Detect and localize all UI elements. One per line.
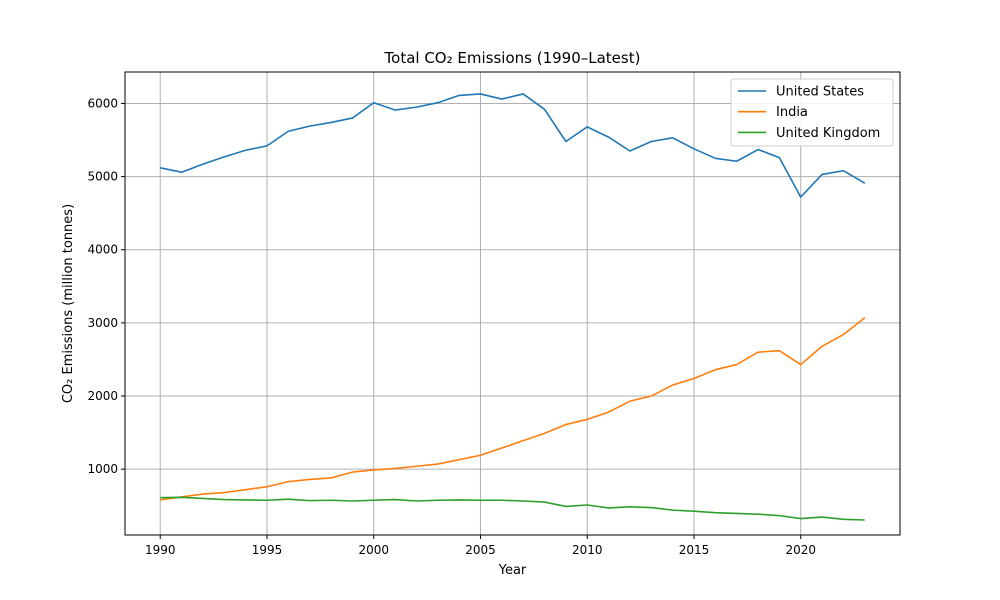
series-lines: [160, 93, 866, 521]
x-tick-label: 1995: [252, 543, 283, 557]
y-tick-label: 2000: [87, 389, 118, 403]
x-axis-label: Year: [498, 563, 527, 578]
x-tick-label: 2010: [572, 543, 603, 557]
y-axis-label: CO₂ Emissions (million tonnes): [61, 204, 76, 403]
x-tick-label: 2000: [358, 543, 389, 557]
legend-label-india: India: [776, 105, 808, 120]
legend-box: [730, 78, 894, 147]
series-line-india: [160, 317, 866, 501]
series-line-united-states: [160, 93, 866, 198]
axis-ticks: 1990 1995 2000 2005 2010 2015 2020 1000 2000 3000…: [87, 96, 816, 557]
x-tick-label: 2020: [785, 543, 816, 557]
legend: United States India United Kingdom: [730, 78, 894, 147]
x-tick-label: 2015: [679, 543, 710, 557]
x-tick-label: 2005: [465, 543, 496, 557]
y-tick-label: 3000: [87, 316, 118, 330]
legend-label-united-states: United States: [776, 85, 864, 100]
plot-frame: [124, 71, 901, 536]
y-tick-label: 1000: [87, 462, 118, 476]
legend-label-united-kingdom: United Kingdom: [776, 126, 880, 141]
y-tick-label: 6000: [87, 96, 118, 110]
y-tick-label: 5000: [87, 170, 118, 184]
legend-entries: United States India United Kingdom: [738, 85, 880, 141]
x-tick-label: 1990: [145, 543, 176, 557]
chart-title: Total CO₂ Emissions (1990–Latest): [384, 49, 641, 67]
series-line-united-kingdom: [160, 496, 865, 521]
y-tick-label: 4000: [87, 243, 118, 257]
